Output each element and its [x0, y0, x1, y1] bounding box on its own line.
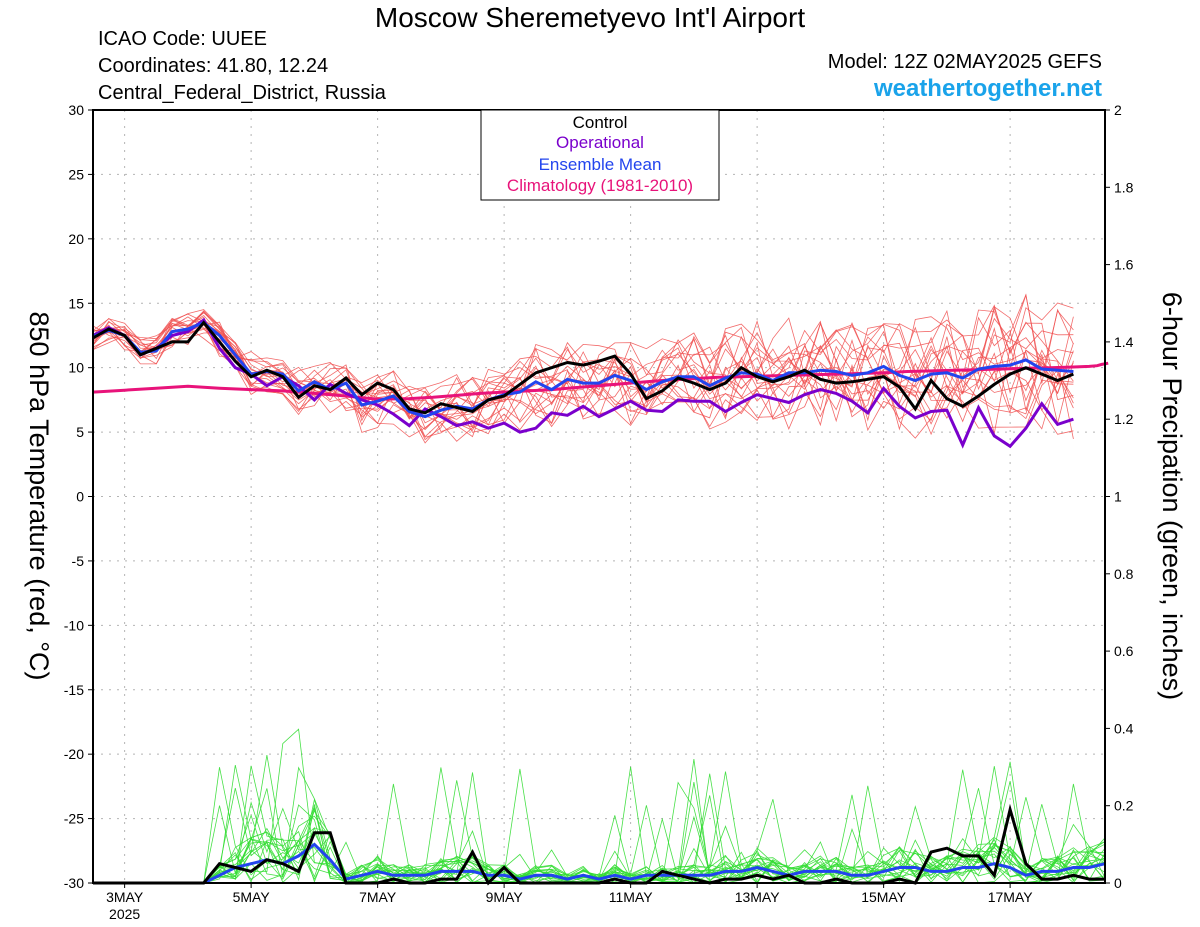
right-tick-label: 1.2 — [1114, 411, 1134, 427]
control-temperature-line — [92, 320, 1074, 415]
x-tick-label: 3MAY — [106, 889, 144, 905]
right-tick-label: 1.8 — [1114, 179, 1134, 195]
left-tick-label: 10 — [68, 360, 84, 376]
x-tick-label: 9MAY — [486, 889, 524, 905]
legend-box — [480, 109, 720, 201]
right-axis-label: 6-hour Precipation (green, inches) — [1157, 292, 1187, 700]
chart-title: Moscow Sheremetyevo Int'l Airport — [374, 2, 806, 33]
precipitation-member-line — [93, 768, 1106, 884]
left-tick-label: -30 — [64, 875, 84, 891]
x-tick-label: 13MAY — [735, 889, 781, 905]
x-tick-year-label: 2025 — [109, 906, 140, 922]
temperature-member-line — [92, 314, 1074, 427]
left-axis: 30 25 20 15 10 5 0 -5 -10 -15 -20 -25 -30 — [64, 102, 93, 891]
left-tick-label: 0 — [76, 489, 84, 505]
left-tick-label: -5 — [72, 553, 85, 569]
temperature-member-line — [92, 306, 1074, 426]
temperature-member-line — [92, 310, 1074, 439]
main-series — [92, 317, 1109, 886]
right-tick-label: 1.6 — [1114, 257, 1134, 273]
right-tick-label: 0.4 — [1114, 720, 1134, 736]
left-tick-label: 20 — [68, 231, 84, 247]
ensemble-mean-precipitation-line — [93, 842, 1106, 885]
right-tick-label: 0.2 — [1114, 798, 1134, 814]
temperature-member-line — [92, 321, 1074, 438]
right-tick-label: 2 — [1114, 102, 1122, 118]
legend-climatology: Climatology (1981-2010) — [507, 176, 693, 195]
x-tick-label: 17MAY — [988, 889, 1034, 905]
x-tick-label: 11MAY — [609, 889, 653, 905]
right-tick-label: 1.4 — [1114, 334, 1134, 350]
legend: Control Operational Ensemble Mean Climat… — [480, 109, 720, 201]
gridlines — [93, 110, 1105, 883]
temperature-member-line — [92, 322, 1074, 442]
temperature-member-line — [92, 304, 1074, 426]
left-tick-label: -10 — [64, 617, 84, 633]
model-run: Model: 12Z 02MAY2025 GEFS — [827, 51, 1102, 73]
precipitation-ensemble-members — [93, 728, 1106, 884]
region: Central_Federal_District, Russia — [98, 82, 386, 104]
right-tick-label: 0.8 — [1114, 566, 1134, 582]
right-tick-label: 0.6 — [1114, 643, 1134, 659]
legend-operational: Operational — [556, 133, 644, 152]
legend-ensemble-mean: Ensemble Mean — [539, 155, 662, 174]
right-axis: 2 1.8 1.6 1.4 1.2 1 0.8 0.6 0.4 0.2 0 — [1105, 102, 1134, 891]
precipitation-member-line — [93, 773, 1106, 884]
left-tick-label: 25 — [68, 166, 84, 182]
temperature-member-line — [92, 316, 1074, 432]
left-tick-label: 30 — [68, 102, 84, 118]
x-tick-label: 15MAY — [861, 889, 907, 905]
legend-control: Control — [573, 113, 628, 132]
left-axis-label: 850 hPa Temperature (red, °C) — [24, 312, 54, 681]
icao-code: ICAO Code: UUEE — [98, 28, 267, 50]
left-tick-label: -15 — [64, 682, 84, 698]
left-tick-label: 15 — [68, 295, 84, 311]
right-tick-label: 0 — [1114, 875, 1122, 891]
site-watermark[interactable]: weathertogether.net — [873, 75, 1102, 102]
precipitation-member-line — [93, 766, 1106, 884]
coordinates: Coordinates: 41.80, 12.24 — [98, 55, 329, 77]
left-tick-label: -20 — [64, 746, 84, 762]
operational-temperature-line — [92, 317, 1074, 449]
right-tick-label: 1 — [1114, 489, 1122, 505]
x-tick-label: 7MAY — [359, 889, 397, 905]
left-tick-label: -25 — [64, 811, 84, 827]
left-tick-label: 5 — [76, 424, 84, 440]
x-tick-label: 5MAY — [233, 889, 271, 905]
